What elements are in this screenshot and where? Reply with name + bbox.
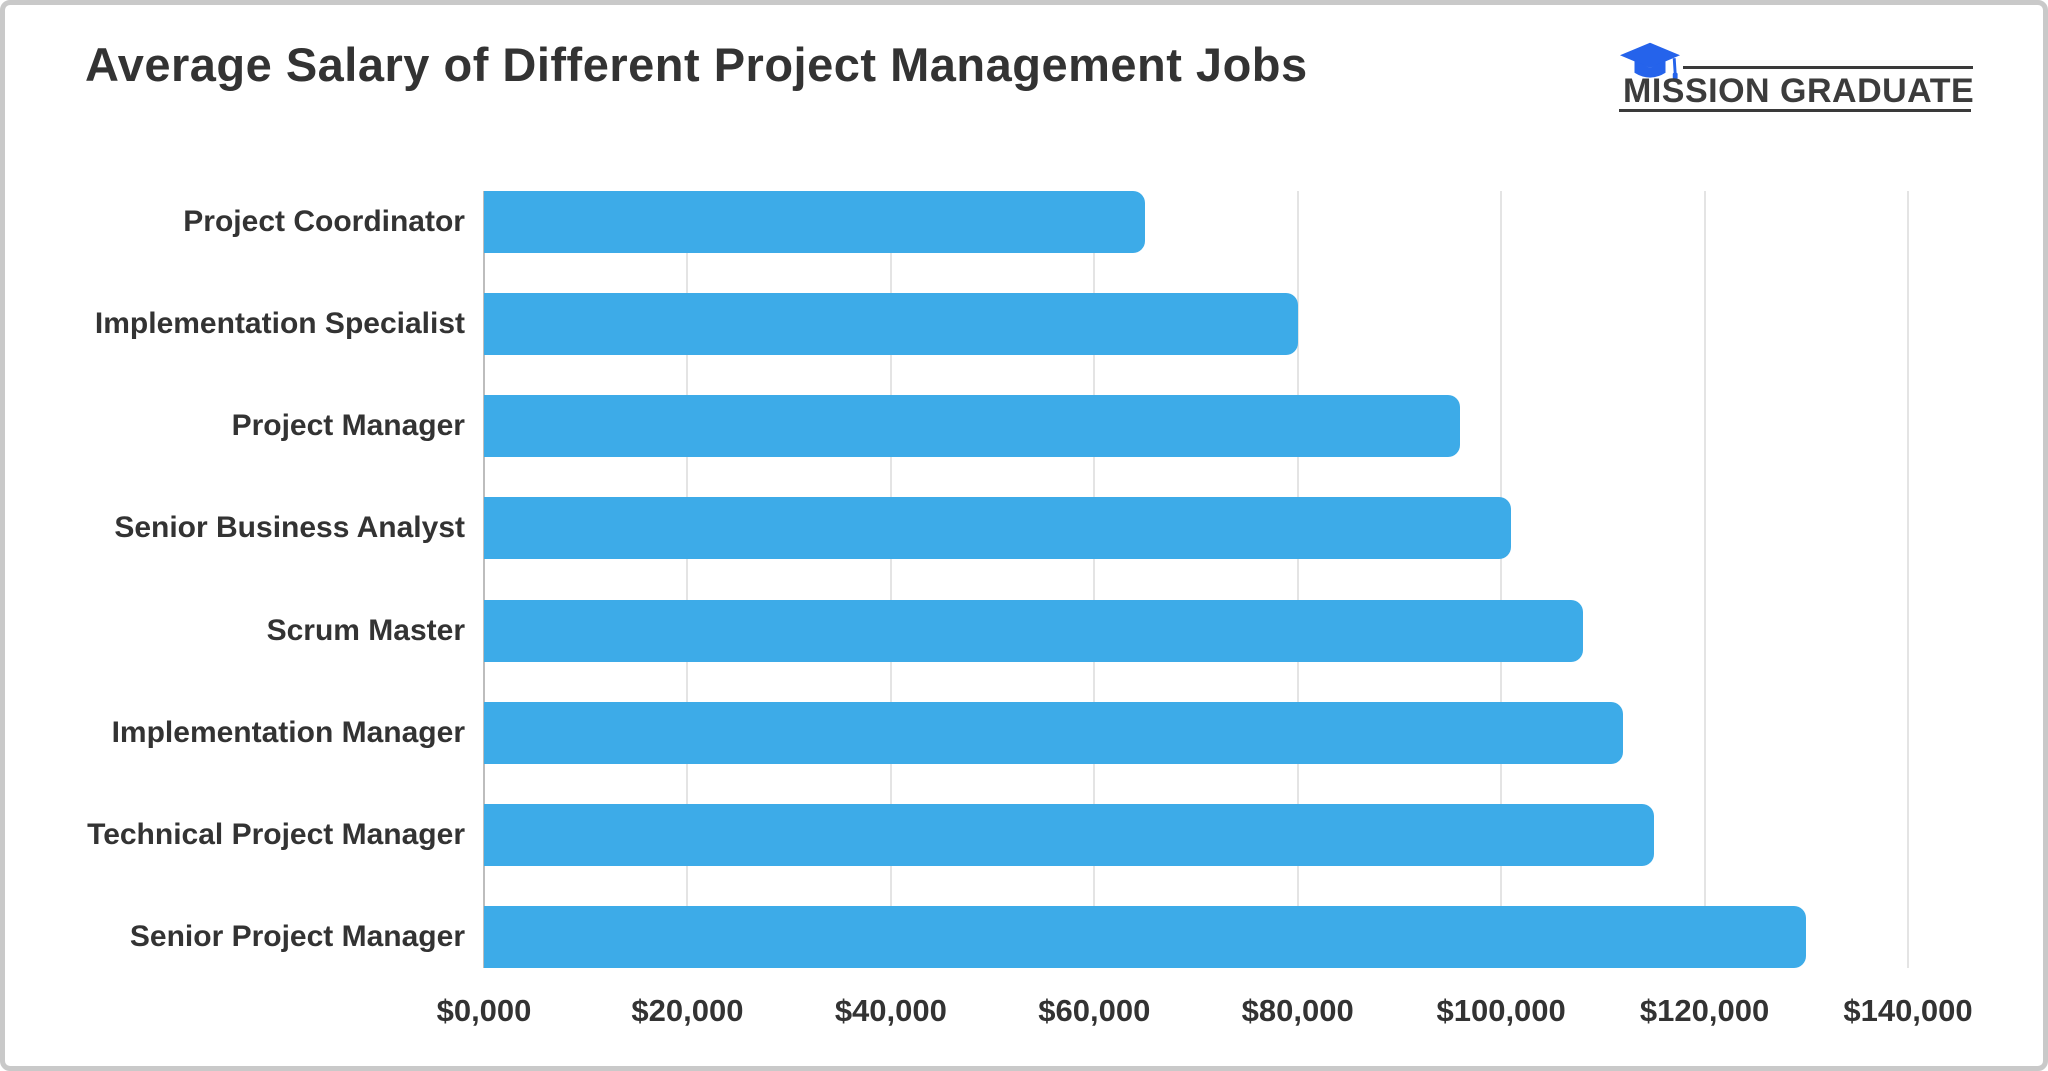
y-axis-label-implementation-specialist: Implementation Specialist: [94, 307, 465, 341]
x-axis-tick-label: $20,000: [631, 993, 744, 1028]
bar-series: [484, 191, 1908, 968]
graduation-cap-icon: [1619, 42, 1681, 80]
x-axis-tick-label: $40,000: [834, 993, 947, 1028]
gridline: [889, 191, 892, 968]
gridline: [1500, 191, 1503, 968]
y-axis-label-project-coordinator: Project Coordinator: [183, 205, 465, 238]
y-axis-line: [483, 191, 485, 968]
logo-bottom-rule: [1619, 109, 1971, 112]
x-axis-tick-label: $120,000: [1639, 993, 1770, 1028]
y-axis-label-senior-project-manager: Senior Project Manager: [129, 919, 465, 953]
bar-technical-project-manager: [484, 803, 1654, 866]
y-axis-label-project-manager: Project Manager: [231, 409, 465, 443]
bar-implementation-specialist: [484, 293, 1298, 356]
brand-logo: MISSION GRADUATE: [1617, 39, 1975, 117]
logo-top-rule: [1683, 66, 1973, 69]
gridline: [1907, 191, 1909, 968]
x-axis-tick-label: $80,000: [1241, 993, 1354, 1028]
y-axis-label-implementation-manager: Implementation Manager: [111, 715, 465, 749]
bar-senior-business-analyst: [484, 497, 1512, 560]
gridline: [686, 191, 689, 968]
x-axis-tick-label: $140,000: [1843, 993, 1973, 1028]
gridline: [1093, 191, 1096, 968]
x-axis-tick-labels: $0,000 $20,000 $40,000 $60,000 $80,000 $100,0…: [437, 993, 1973, 1035]
bar-scrum-master: [484, 599, 1583, 662]
plot-area: [483, 191, 1909, 968]
bar-implementation-manager: [484, 701, 1624, 764]
chart-title: Average Salary of Different Project Mana…: [85, 38, 1308, 91]
brand-name: MISSION GRADUATE: [1623, 72, 1975, 110]
x-axis-tick-label: $0,000: [436, 993, 532, 1028]
gridline: [1296, 191, 1299, 968]
bar-senior-project-manager: [484, 905, 1807, 968]
y-axis-label-senior-business-analyst: Senior Business Analyst: [114, 511, 465, 545]
y-axis-label-scrum-master: Scrum Master: [266, 613, 465, 647]
x-axis-tick-label: $60,000: [1038, 993, 1151, 1028]
x-axis-tick-label: $100,000: [1436, 993, 1566, 1028]
bar-project-coordinator: [484, 191, 1146, 253]
bar-project-manager: [484, 395, 1461, 458]
y-axis-label-technical-project-manager: Technical Project Manager: [87, 817, 465, 851]
gridline: [1703, 191, 1706, 968]
y-axis-labels: Project Coordinator Implementation Specia…: [65, 191, 465, 968]
